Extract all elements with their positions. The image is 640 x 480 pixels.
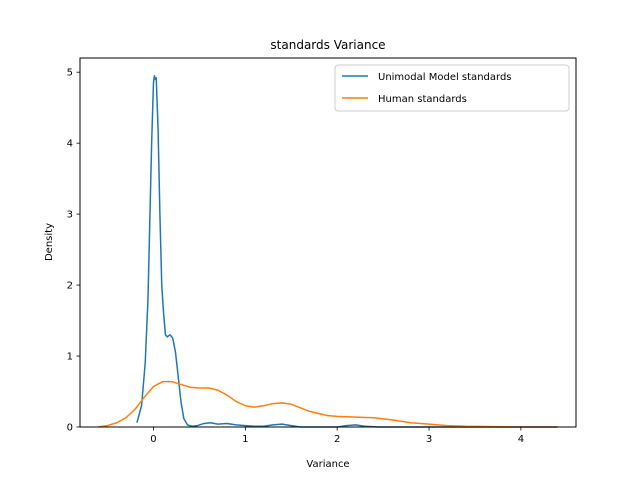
x-tick-label: 1 xyxy=(242,434,248,445)
x-tick-label: 2 xyxy=(334,434,340,445)
legend-label-1: Human standards xyxy=(378,94,467,105)
legend-label-0: Unimodal Model standards xyxy=(378,72,512,83)
y-axis-ticks: 0 1 2 3 4 5 xyxy=(67,68,80,434)
y-tick-label: 2 xyxy=(67,281,73,292)
x-tick-label: 4 xyxy=(518,434,524,445)
x-axis-ticks: 0 1 2 3 4 xyxy=(150,427,524,445)
y-tick-label: 5 xyxy=(67,68,73,79)
series-line-0 xyxy=(136,74,558,428)
x-tick-label: 3 xyxy=(426,434,432,445)
plot-lines xyxy=(98,74,558,428)
legend: Unimodal Model standards Human standards xyxy=(334,64,570,112)
series-line-1 xyxy=(98,380,558,428)
y-tick-label: 1 xyxy=(67,352,73,363)
legend-box xyxy=(334,64,570,112)
y-tick-label: 4 xyxy=(67,139,73,150)
x-axis-label: Variance xyxy=(306,459,349,470)
y-axis-label: Density xyxy=(44,223,55,261)
x-tick-label: 0 xyxy=(150,434,156,445)
y-tick-label: 3 xyxy=(67,210,73,221)
chart-title: standards Variance xyxy=(270,38,385,52)
plot-frame xyxy=(79,57,577,428)
y-tick-label: 0 xyxy=(67,423,73,434)
